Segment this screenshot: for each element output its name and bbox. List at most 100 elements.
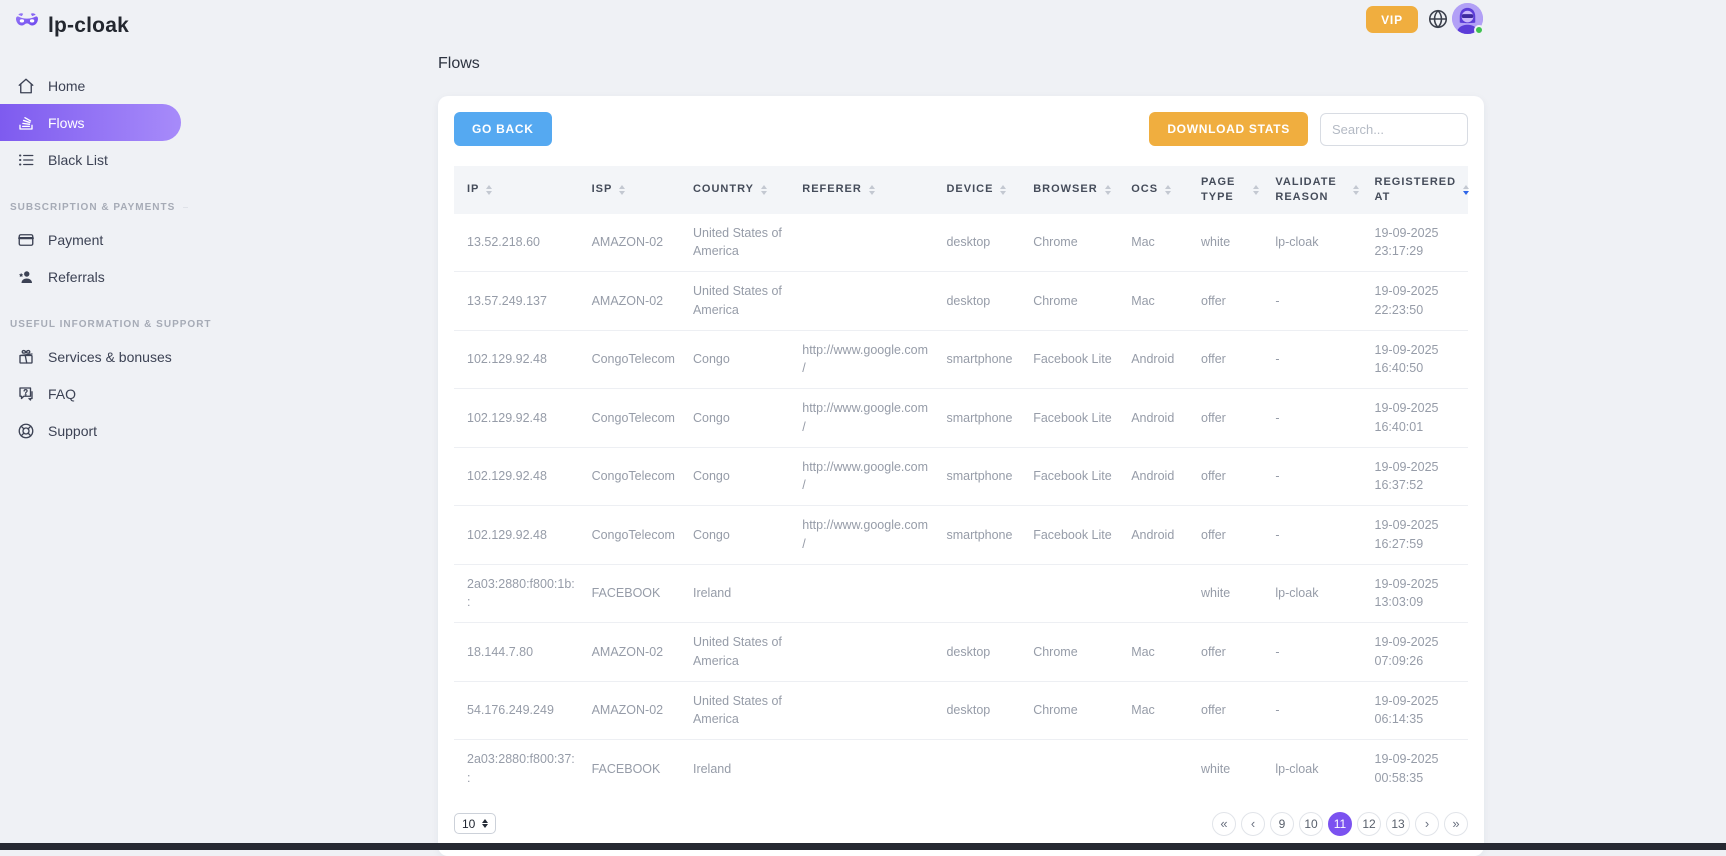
cell-page_type: offer	[1193, 622, 1268, 682]
brand[interactable]: lp-cloak	[0, 0, 200, 41]
cell-page_type: offer	[1193, 505, 1268, 565]
page-button-9[interactable]: 9	[1270, 811, 1294, 836]
sort-icon-browser[interactable]	[1104, 184, 1111, 195]
go-back-button[interactable]: GO BACK	[454, 112, 552, 146]
cell-country: Congo	[684, 505, 795, 565]
cell-device: desktop	[938, 213, 1026, 273]
sidebar-item-referrals[interactable]: Referrals	[0, 258, 181, 295]
sort-icon-device[interactable]	[1000, 184, 1007, 195]
language-globe-icon[interactable]	[1427, 8, 1449, 30]
cell-isp: AMAZON-02	[583, 271, 685, 331]
column-header-device: DEVICE	[938, 166, 1026, 214]
column-label: DEVICE	[946, 183, 994, 196]
page-button-12[interactable]: 12	[1357, 811, 1381, 836]
last-page-button[interactable]: »	[1444, 811, 1468, 836]
sidebar-item-faq[interactable]: FAQ	[0, 375, 181, 412]
sidebar-item-black-list[interactable]: Black List	[0, 141, 181, 178]
sort-icon-ip[interactable]	[486, 184, 493, 195]
column-header-ip: IP	[454, 166, 584, 214]
search-input[interactable]	[1320, 112, 1468, 146]
sidebar-item-payment[interactable]: Payment	[0, 221, 181, 258]
cell-ocs: Mac	[1123, 271, 1194, 331]
cell-device: desktop	[938, 622, 1026, 682]
section-title-text: SUBSCRIPTION & PAYMENTS	[10, 202, 176, 213]
table-row: 13.57.249.137 AMAZON-02 United States of A…	[454, 271, 1468, 331]
column-label: REGISTERED AT	[1374, 176, 1457, 203]
column-header-validate_reason: VALIDATE REASON	[1267, 166, 1367, 214]
cell-country: United States of America	[684, 681, 795, 741]
cell-ocs: Mac	[1123, 213, 1194, 273]
sidebar: lp-cloak Home Flows Black List SUBSCRIPTION…	[0, 0, 211, 843]
cell-referer	[794, 622, 939, 682]
user-avatar[interactable]	[1452, 3, 1484, 35]
page-button-10[interactable]: 10	[1299, 811, 1323, 836]
sidebar-item-services-bonuses[interactable]: Services & bonuses	[0, 338, 181, 375]
column-header-registered_at: REGISTERED AT	[1366, 166, 1470, 214]
cell-country: Congo	[684, 447, 795, 507]
sort-icon-country[interactable]	[760, 184, 767, 195]
cell-isp: AMAZON-02	[583, 622, 685, 682]
cell-registered_at: 19-09-2025 13:03:09	[1366, 564, 1468, 624]
cell-validate_reason: lp-cloak	[1267, 564, 1367, 624]
cell-country: Ireland	[684, 564, 795, 624]
cell-ocs: Android	[1123, 330, 1194, 390]
cell-ip: 102.129.92.48	[454, 505, 584, 565]
sort-icon-isp[interactable]	[619, 184, 626, 195]
sort-icon-validate_reason[interactable]	[1352, 184, 1359, 195]
cell-browser	[1025, 564, 1124, 624]
sort-icon-registered_at[interactable]	[1463, 184, 1470, 195]
cell-validate_reason: -	[1267, 681, 1367, 741]
column-header-browser: BROWSER	[1025, 166, 1124, 214]
cell-ocs: Mac	[1123, 681, 1194, 741]
column-header-ocs: OCS	[1123, 166, 1194, 214]
cell-referer: http://www.google.com/	[794, 330, 939, 390]
sidebar-item-home[interactable]: Home	[0, 67, 181, 104]
first-page-button[interactable]: «	[1212, 811, 1236, 836]
sort-icon-referer[interactable]	[868, 184, 875, 195]
cell-browser: Chrome	[1025, 271, 1124, 331]
cell-registered_at: 19-09-2025 00:58:35	[1374, 752, 1439, 785]
cell-registered_at: 19-09-2025 16:40:50	[1366, 330, 1468, 390]
table-row: 18.144.7.80 AMAZON-02 United States of Ame…	[454, 622, 1468, 682]
cell-device: smartphone	[938, 505, 1026, 565]
cell-isp: AMAZON-02	[583, 213, 685, 273]
page-button-11[interactable]: 11	[1328, 811, 1352, 836]
cell-isp: FACEBOOK	[583, 564, 685, 624]
cell-validate_reason: -	[1267, 622, 1367, 682]
sort-icon-page_type[interactable]	[1253, 184, 1260, 195]
cell-page_type: offer	[1193, 447, 1268, 507]
vip-button[interactable]: VIP	[1366, 6, 1418, 33]
column-header-isp: ISP	[583, 166, 685, 214]
sidebar-item-label: Flows	[48, 114, 85, 131]
cell-device: smartphone	[938, 447, 1026, 507]
table-row: 54.176.249.249 AMAZON-02 United States of …	[454, 681, 1468, 741]
sidebar-item-flows[interactable]: Flows	[0, 104, 181, 141]
rows-per-page-value: 10	[462, 816, 476, 831]
page-button-13[interactable]: 13	[1386, 811, 1410, 836]
cell-country: United States of America	[684, 622, 795, 682]
faq-icon	[17, 385, 35, 403]
column-label: OCS	[1131, 183, 1159, 196]
cell-device: desktop	[938, 681, 1026, 741]
prev-page-button[interactable]: ‹	[1241, 811, 1265, 836]
cell-page_type: offer	[1193, 681, 1268, 741]
cell-registered_at: 19-09-2025 23:17:29	[1366, 213, 1468, 273]
next-page-button[interactable]: ›	[1415, 811, 1439, 836]
cell-browser: Facebook Lite	[1025, 447, 1124, 507]
cell-page_type: offer	[1193, 388, 1268, 448]
table-row: 2a03:2880:f800:37:: FACEBOOK Ireland white l…	[454, 740, 1468, 798]
table-row: 102.129.92.48 CongoTelecom Congo http://www…	[454, 388, 1468, 448]
cell-ocs: Android	[1123, 447, 1194, 507]
flows-card: GO BACK DOWNLOAD STATS IP ISP COUNTRY REFER…	[438, 96, 1484, 856]
sidebar-item-support[interactable]: Support	[0, 412, 181, 449]
sidebar-item-label: Services & bonuses	[48, 348, 172, 365]
sort-icon-ocs[interactable]	[1165, 184, 1172, 195]
pagination: «‹ 9 10 11 12 13 ›»	[1212, 811, 1468, 836]
rows-per-page-select[interactable]: 10	[454, 813, 497, 835]
cell-ip: 102.129.92.48	[454, 447, 584, 507]
download-stats-button[interactable]: DOWNLOAD STATS	[1149, 112, 1308, 146]
cell-registered_at: 19-09-2025 16:40:01	[1366, 388, 1468, 448]
flows-table: IP ISP COUNTRY REFERER DEVICE BROWSER OCS PAGE …	[454, 166, 1470, 798]
page-title: Flows	[438, 55, 480, 72]
cell-ip: 13.52.218.60	[454, 213, 584, 273]
